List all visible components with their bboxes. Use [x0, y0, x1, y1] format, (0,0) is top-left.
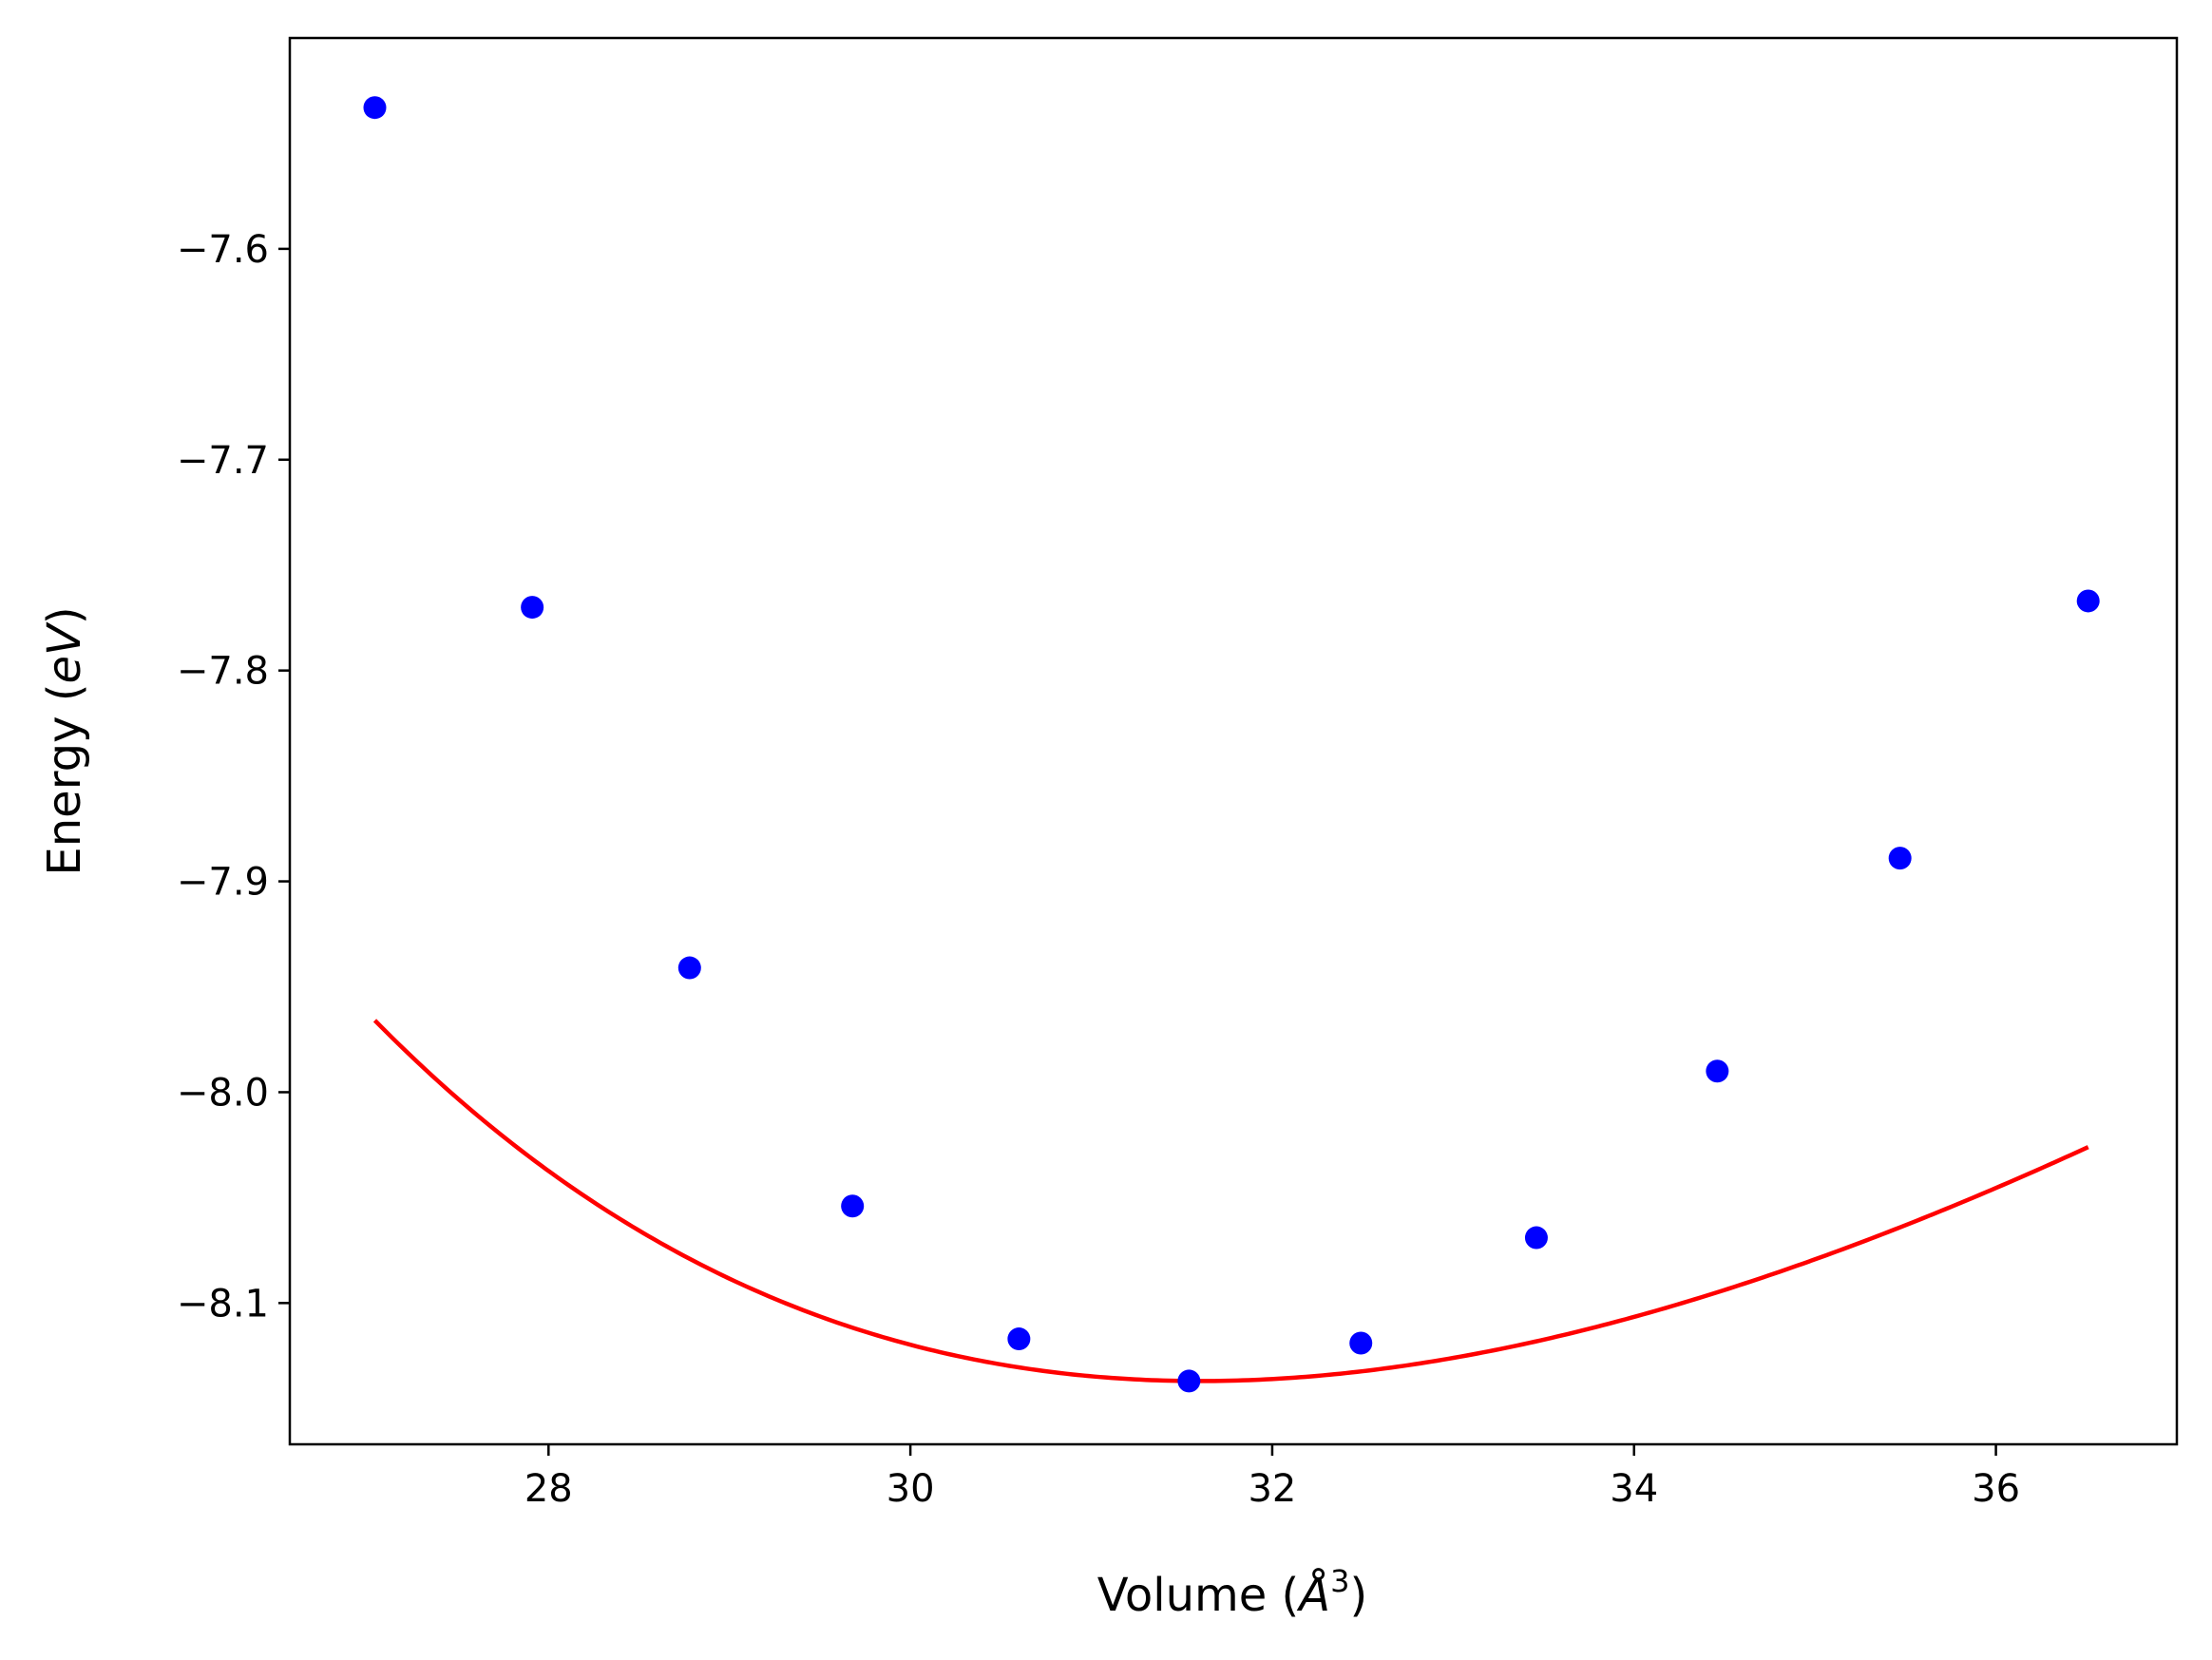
data-point — [2076, 589, 2100, 613]
data-point — [1888, 847, 1912, 870]
data-point — [1349, 1331, 1373, 1355]
data-point — [841, 1194, 865, 1218]
x-tick-label: 30 — [887, 1467, 935, 1511]
plot-frame — [288, 36, 2179, 1446]
x-tick-label: 36 — [1972, 1467, 2020, 1511]
data-point — [1524, 1226, 1548, 1250]
y-tick-label: −7.9 — [177, 861, 269, 905]
data-point — [1177, 1369, 1201, 1393]
x-tick-label: 34 — [1610, 1467, 1658, 1511]
y-axis-label: Energy (eV) — [38, 606, 91, 875]
y-tick-label: −8.1 — [177, 1282, 269, 1326]
x-tick-label: 28 — [524, 1467, 573, 1511]
x-tick-label: 32 — [1248, 1467, 1296, 1511]
data-point — [1706, 1059, 1729, 1083]
x-axis-label: Volume (Å3) — [1097, 1563, 1367, 1622]
y-tick-label: −7.8 — [177, 650, 269, 694]
data-point — [1007, 1327, 1031, 1351]
x-axis-ticks: 28 30 32 34 36 — [524, 1444, 2020, 1511]
y-tick-label: −7.7 — [177, 439, 269, 483]
fit-curve-layer — [372, 1019, 2089, 1383]
data-point — [363, 96, 387, 120]
y-tick-label: −7.6 — [177, 228, 269, 272]
y-axis-ticks: −7.6 −7.7 −7.8 −7.9 −8.0 −8.1 — [177, 228, 290, 1326]
y-tick-label: −8.0 — [177, 1071, 269, 1115]
fit-curve-line — [372, 1019, 2089, 1383]
data-point — [677, 956, 701, 980]
data-points-layer — [363, 96, 2100, 1393]
data-point — [521, 596, 544, 620]
